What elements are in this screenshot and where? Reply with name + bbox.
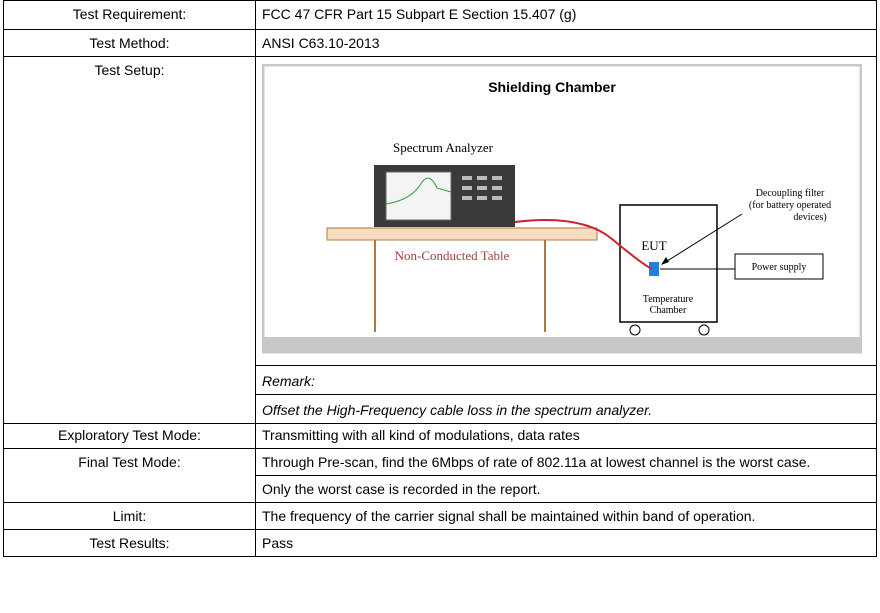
remark: Remark: — [256, 365, 876, 394]
diagram-title: Shielding Chamber — [488, 79, 616, 95]
trace — [385, 177, 452, 205]
temp-chamber — [619, 204, 718, 323]
filter-label: Decoupling filter — [756, 188, 825, 199]
floor — [262, 337, 862, 353]
remark-text: Offset the High-Frequency cable loss in … — [256, 394, 876, 423]
value: Only the worst case is recorded in the r… — [256, 475, 876, 502]
label: Test Requirement: — [3, 0, 256, 30]
eut — [649, 262, 659, 276]
wheel — [698, 324, 710, 336]
chamber-label: Temperature — [643, 294, 694, 305]
row: Test Results: Pass — [3, 529, 877, 557]
row: Final Test Mode: Through Pre-scan, find t… — [3, 448, 877, 503]
row: Test Method: ANSI C63.10-2013 — [3, 29, 877, 57]
value: ANSI C63.10-2013 — [255, 29, 877, 57]
test-table: Test Requirement: FCC 47 CFR Part 15 Subp… — [3, 0, 877, 557]
buttons — [462, 176, 502, 200]
value: Pass — [255, 529, 877, 557]
power-label: Power supply — [752, 262, 807, 273]
label: Test Method: — [3, 29, 256, 57]
filter-label: (for battery operated — [749, 200, 831, 211]
label: Test Results: — [3, 529, 256, 557]
value: The frequency of the carrier signal shal… — [255, 502, 877, 530]
analyzer-label: Spectrum Analyzer — [393, 140, 494, 155]
value: Transmitting with all kind of modulation… — [255, 423, 877, 449]
analyzer-screen — [385, 171, 452, 221]
row: Test Setup: Shielding Chamber Spectrum A… — [3, 56, 877, 424]
table-label: Non-Conducted Table — [395, 248, 510, 263]
diagram-wrap: Shielding Chamber Spectrum Analyzer Non-… — [256, 57, 876, 365]
chamber-frame — [261, 63, 863, 354]
power-box — [734, 253, 824, 280]
setup-diagram: Shielding Chamber Spectrum Analyzer Non-… — [261, 63, 863, 354]
label: Final Test Mode: — [3, 448, 256, 503]
label: Exploratory Test Mode: — [3, 423, 256, 449]
cable — [514, 219, 653, 270]
value-cell: Through Pre-scan, find the 6Mbps of rate… — [255, 448, 877, 503]
value: FCC 47 CFR Part 15 Subpart E Section 15.… — [255, 0, 877, 30]
arrow — [663, 213, 743, 264]
row: Test Requirement: FCC 47 CFR Part 15 Subp… — [3, 0, 877, 30]
filter-label: devices) — [793, 212, 826, 223]
table-top — [326, 227, 598, 241]
chamber-label: Chamber — [650, 305, 687, 316]
row: Exploratory Test Mode: Transmitting with … — [3, 423, 877, 449]
arrow-head — [661, 257, 669, 265]
value: Through Pre-scan, find the 6Mbps of rate… — [262, 454, 811, 470]
label: Test Setup: — [3, 56, 256, 424]
setup-cell: Shielding Chamber Spectrum Analyzer Non-… — [255, 56, 877, 424]
eut-label: EUT — [641, 238, 666, 253]
row: Limit: The frequency of the carrier signa… — [3, 502, 877, 530]
label: Limit: — [3, 502, 256, 530]
wheel — [629, 324, 641, 336]
